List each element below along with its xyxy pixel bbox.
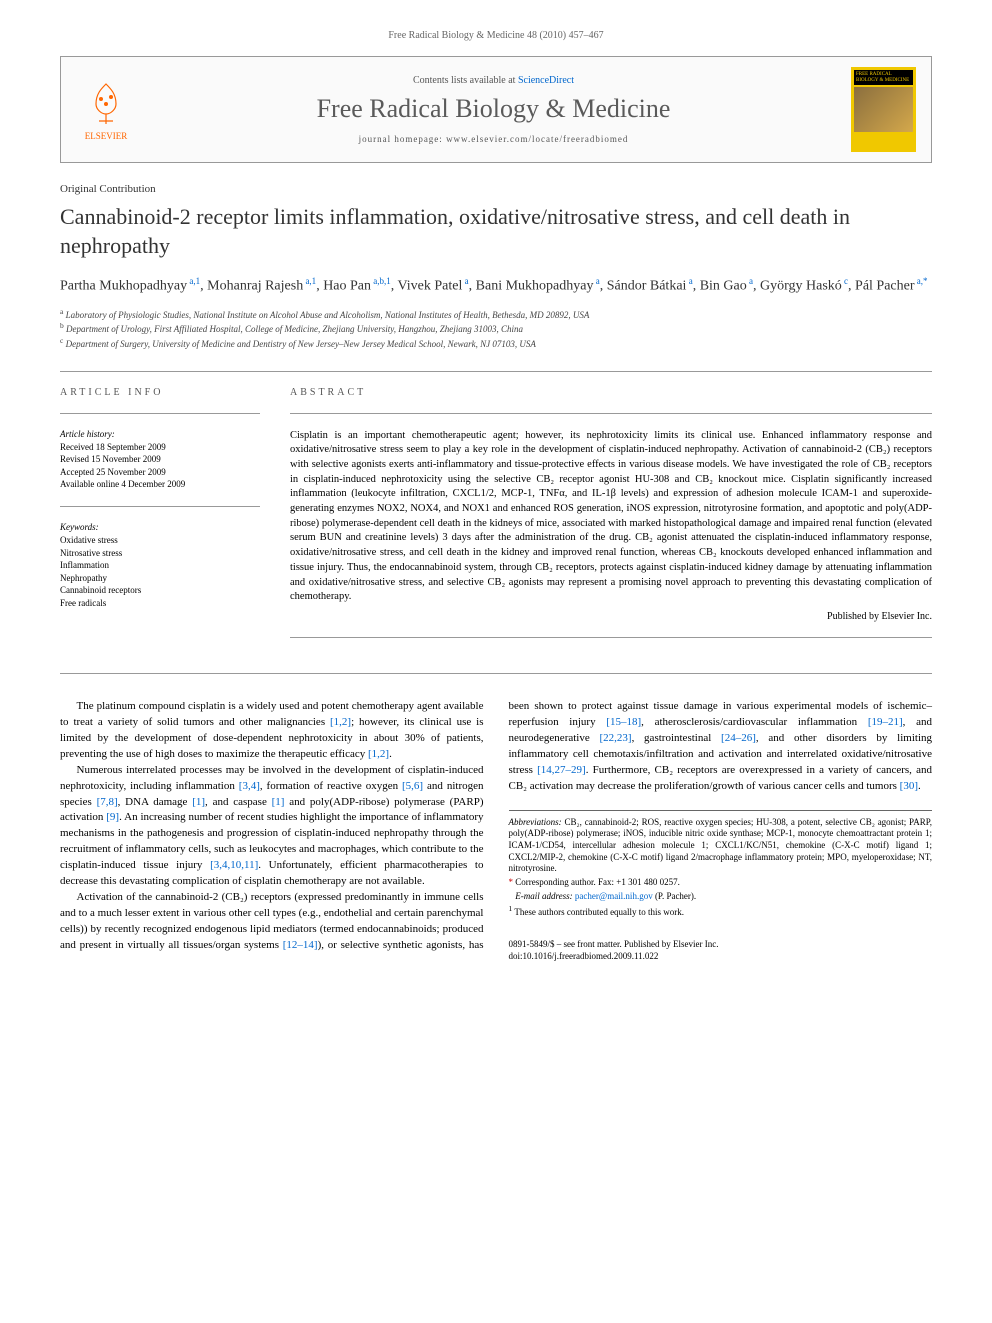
accepted-date: Accepted 25 November 2009 <box>60 466 260 479</box>
abbreviations-text: CB₂, cannabinoid-2; ROS, reactive oxygen… <box>509 817 933 874</box>
keyword: Nephropathy <box>60 572 260 585</box>
affiliation-a: Laboratory of Physiologic Studies, Natio… <box>66 310 590 320</box>
abstract-text: Cisplatin is an important chemotherapeut… <box>290 429 932 605</box>
cover-image <box>854 87 913 132</box>
affiliations: a Laboratory of Physiologic Studies, Nat… <box>60 307 932 351</box>
corresponding-author: Corresponding author. Fax: +1 301 480 02… <box>515 877 680 887</box>
affil-sup: a <box>747 276 753 286</box>
citation-link[interactable]: [12–14] <box>283 939 318 951</box>
publisher-line: Published by Elsevier Inc. <box>290 611 932 622</box>
doi-line: doi:10.1016/j.freeradbiomed.2009.11.022 <box>509 951 933 963</box>
citation-link[interactable]: [30] <box>900 780 918 792</box>
citation-link[interactable]: [1] <box>192 796 205 808</box>
citation-link[interactable]: [22,23] <box>599 732 631 744</box>
journal-homepage: journal homepage: www.elsevier.com/locat… <box>156 134 831 144</box>
keyword: Inflammation <box>60 559 260 572</box>
affil-sup: a,1 <box>187 276 200 286</box>
corresponding-star-icon: * <box>923 276 928 286</box>
citation-link[interactable]: [15–18] <box>606 716 641 728</box>
citation-link[interactable]: [9] <box>106 811 119 823</box>
citation-link[interactable]: [5,6] <box>402 780 423 792</box>
affil-sup: a, <box>915 276 924 286</box>
citation-link[interactable]: [1,2] <box>368 748 389 760</box>
email-link[interactable]: pacher@mail.nih.gov <box>573 891 653 901</box>
author-list: Partha Mukhopadhyay a,1, Mohanraj Rajesh… <box>60 275 932 297</box>
article-info-sidebar: ARTICLE INFO Article history: Received 1… <box>60 387 260 653</box>
citation-link[interactable]: [3,4] <box>239 780 260 792</box>
article-info-heading: ARTICLE INFO <box>60 387 260 398</box>
elsevier-tree-icon <box>81 79 131 129</box>
revised-date: Revised 15 November 2009 <box>60 453 260 466</box>
copyright-line: 0891-5849/$ – see front matter. Publishe… <box>509 939 933 951</box>
footnotes: Abbreviations: CB₂, cannabinoid-2; ROS, … <box>509 810 933 920</box>
copyright-block: 0891-5849/$ – see front matter. Publishe… <box>509 939 933 962</box>
keyword: Nitrosative stress <box>60 547 260 560</box>
affil-sup: a <box>593 276 599 286</box>
affil-sup: a,1 <box>303 276 316 286</box>
affil-sup: c <box>842 276 848 286</box>
citation-link[interactable]: [7,8] <box>97 796 118 808</box>
article-section-label: Original Contribution <box>60 183 932 195</box>
sciencedirect-link[interactable]: ScienceDirect <box>518 75 574 86</box>
citation-link[interactable]: [19–21] <box>868 716 903 728</box>
email-label: E-mail address: <box>515 891 572 901</box>
affil-sup: a,b,1 <box>371 276 391 286</box>
divider <box>60 371 932 372</box>
received-date: Received 18 September 2009 <box>60 441 260 454</box>
article-title: Cannabinoid-2 receptor limits inflammati… <box>60 203 932 260</box>
online-date: Available online 4 December 2009 <box>60 478 260 491</box>
running-header: Free Radical Biology & Medicine 48 (2010… <box>60 30 932 41</box>
homepage-url[interactable]: www.elsevier.com/locate/freeradbiomed <box>446 134 628 144</box>
elsevier-label: ELSEVIER <box>85 131 128 141</box>
article-body: The platinum compound cisplatin is a wid… <box>60 699 932 963</box>
star-icon: * <box>509 877 514 887</box>
keywords-label: Keywords: <box>60 522 260 532</box>
journal-cover-thumbnail: FREE RADICAL BIOLOGY & MEDICINE <box>851 67 916 152</box>
email-person: (P. Pacher). <box>653 891 697 901</box>
abstract-column: ABSTRACT Cisplatin is an important chemo… <box>290 387 932 653</box>
homepage-label: journal homepage: <box>359 134 446 144</box>
affiliation-c: Department of Surgery, University of Med… <box>66 339 536 349</box>
contents-prefix: Contents lists available at <box>413 75 518 86</box>
citation-link[interactable]: [3,4,10,11] <box>210 859 258 871</box>
affil-sup: a <box>686 276 692 286</box>
citation-link[interactable]: [1] <box>272 796 285 808</box>
abbrev-label: Abbreviations: <box>509 817 562 827</box>
journal-header: ELSEVIER Contents lists available at Sci… <box>60 56 932 163</box>
keyword: Cannabinoid receptors <box>60 584 260 597</box>
history-label: Article history: <box>60 429 260 439</box>
equal-contribution: These authors contributed equally to thi… <box>514 907 684 917</box>
citation-link[interactable]: [1,2] <box>330 716 351 728</box>
keyword: Oxidative stress <box>60 534 260 547</box>
affil-sup: a <box>462 276 468 286</box>
body-paragraph: Numerous interrelated processes may be i… <box>60 763 484 891</box>
body-paragraph: The platinum compound cisplatin is a wid… <box>60 699 484 763</box>
keyword: Free radicals <box>60 597 260 610</box>
abstract-heading: ABSTRACT <box>290 387 932 398</box>
journal-name: Free Radical Biology & Medicine <box>156 94 831 124</box>
cover-title: FREE RADICAL BIOLOGY & MEDICINE <box>854 70 913 85</box>
affiliation-b: Department of Urology, First Affiliated … <box>66 324 523 334</box>
citation-link[interactable]: [24–26] <box>721 732 756 744</box>
citation-link[interactable]: [14,27–29] <box>537 764 586 776</box>
contents-available: Contents lists available at ScienceDirec… <box>156 75 831 86</box>
elsevier-logo: ELSEVIER <box>76 75 136 145</box>
